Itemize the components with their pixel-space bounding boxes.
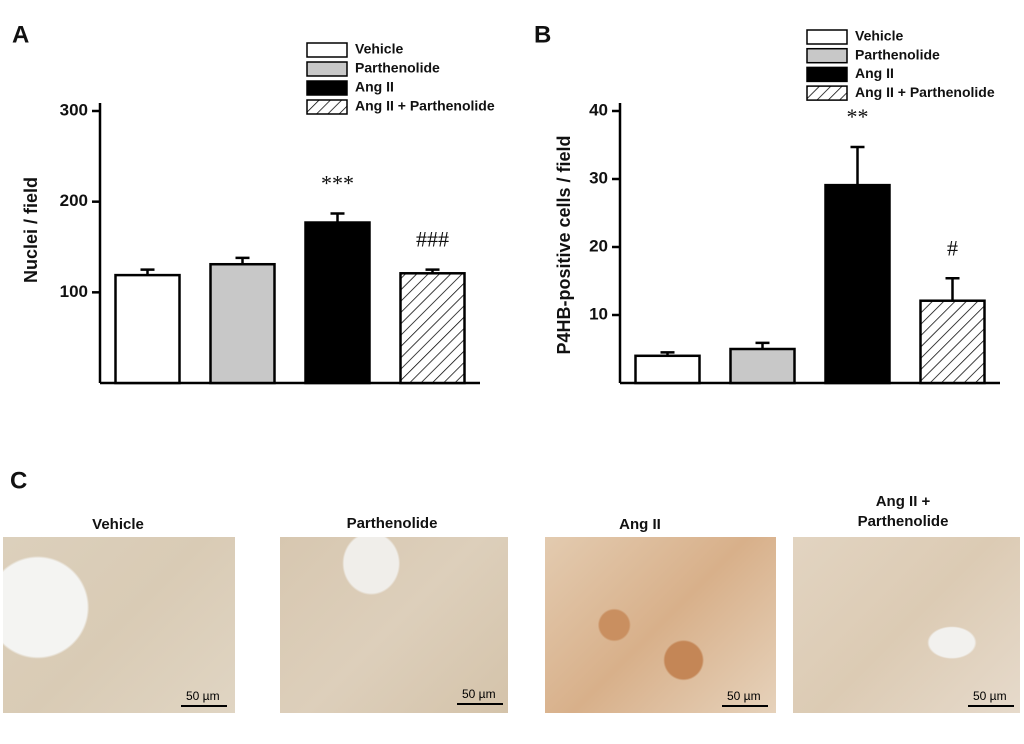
scale-bar-label: 50 µm <box>727 689 761 703</box>
bar <box>114 273 181 385</box>
y-tick-label: 30 <box>589 168 608 187</box>
panel-label: B <box>534 21 551 48</box>
scale-bar-label: 50 µm <box>462 687 496 701</box>
error-bar <box>755 341 770 349</box>
legend-swatch <box>806 29 848 45</box>
legend-swatch <box>806 66 848 83</box>
annotation: # <box>947 235 958 260</box>
legend-swatch <box>306 99 348 115</box>
y-tick-label: 40 <box>589 100 608 119</box>
legend-swatch <box>306 61 348 77</box>
annotation: ** <box>847 104 869 129</box>
micrograph <box>793 537 1020 713</box>
bar <box>824 183 891 385</box>
image-title: Parthenolide <box>346 515 438 532</box>
error-bar <box>850 145 865 186</box>
image-title: Ang II <box>619 516 661 533</box>
legend-swatch <box>806 85 848 101</box>
legend-swatch <box>806 47 848 64</box>
legend-label: Parthenolide <box>855 46 940 62</box>
y-axis-title: P4HB-positive cells / field <box>554 135 574 354</box>
bar <box>729 347 796 385</box>
legend-label: Ang II <box>355 79 394 95</box>
error-bar <box>235 256 250 265</box>
legend-label: Vehicle <box>355 41 403 57</box>
y-tick-label: 200 <box>60 191 88 210</box>
y-axis-title: Nuclei / field <box>21 177 41 283</box>
legend-swatch <box>306 80 348 96</box>
scale-bar <box>968 705 1014 707</box>
error-bar <box>140 268 155 276</box>
legend-label: Ang II + Parthenolide <box>355 98 495 114</box>
error-bar <box>425 268 440 274</box>
bar <box>919 299 986 385</box>
bar <box>634 354 701 385</box>
legend-label: Ang II + Parthenolide <box>855 84 995 100</box>
image-title: Vehicle <box>92 516 144 533</box>
image-title: Ang II + Parthenolide <box>857 493 949 530</box>
scale-bar <box>181 705 227 707</box>
panel-label: A <box>12 21 29 48</box>
scale-bar-label: 50 µm <box>973 689 1007 703</box>
legend-swatch <box>306 42 348 58</box>
micrograph <box>545 537 776 713</box>
bar <box>209 262 276 385</box>
scale-bar <box>457 703 503 705</box>
micrograph <box>280 537 508 713</box>
scale-bar <box>722 705 768 707</box>
error-bar <box>330 212 345 223</box>
y-tick-label: 100 <box>60 282 88 301</box>
bar <box>304 221 371 385</box>
error-bar <box>660 351 675 356</box>
legend-label: Vehicle <box>855 28 903 44</box>
y-tick-label: 10 <box>589 304 608 323</box>
legend-label: Parthenolide <box>355 60 440 76</box>
y-tick-label: 300 <box>60 100 88 119</box>
scale-bar-label: 50 µm <box>186 689 220 703</box>
bar <box>399 272 466 385</box>
panel-label: C <box>10 467 27 494</box>
micrograph <box>3 537 235 713</box>
error-bar <box>945 277 960 301</box>
annotation: ### <box>416 227 449 252</box>
y-tick-label: 20 <box>589 236 608 255</box>
annotation: *** <box>321 171 354 196</box>
legend-label: Ang II <box>855 65 894 81</box>
